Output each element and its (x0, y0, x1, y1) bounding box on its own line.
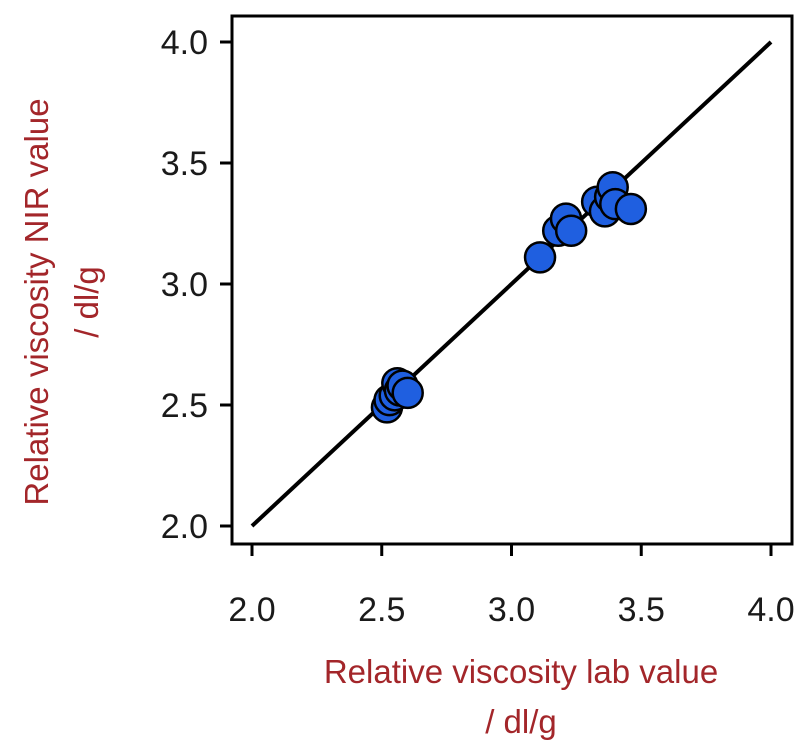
x-axis-label-line1: Relative viscosity lab value (324, 653, 718, 690)
tick-group: 2.0 2.5 3.0 3.5 4.0 2.0 2.5 3.0 3.5 4.0 (161, 24, 795, 629)
data-point (614, 192, 648, 226)
y-tick-label: 2.5 (161, 387, 208, 425)
y-tick-label: 4.0 (161, 24, 208, 62)
x-tick-label: 3.0 (488, 591, 535, 629)
data-point (523, 241, 557, 274)
data-point (391, 376, 424, 410)
y-tick-label: 3.5 (161, 145, 208, 183)
y-axis-label-line1: Relative viscosity NIR value (18, 98, 55, 505)
data-point (554, 214, 588, 248)
x-axis-label-line2: / dl/g (485, 703, 557, 740)
y-axis-label-line2: / dl/g (68, 266, 105, 338)
y-tick-label: 3.0 (161, 266, 208, 304)
data-points (370, 170, 648, 424)
x-tick-label: 2.5 (358, 591, 405, 629)
x-tick-label: 4.0 (747, 591, 794, 629)
x-tick-label: 3.5 (618, 591, 665, 629)
y-tick-label: 2.0 (161, 508, 208, 546)
identity-reference-line (250, 40, 773, 528)
x-tick-label: 2.0 (228, 591, 275, 629)
